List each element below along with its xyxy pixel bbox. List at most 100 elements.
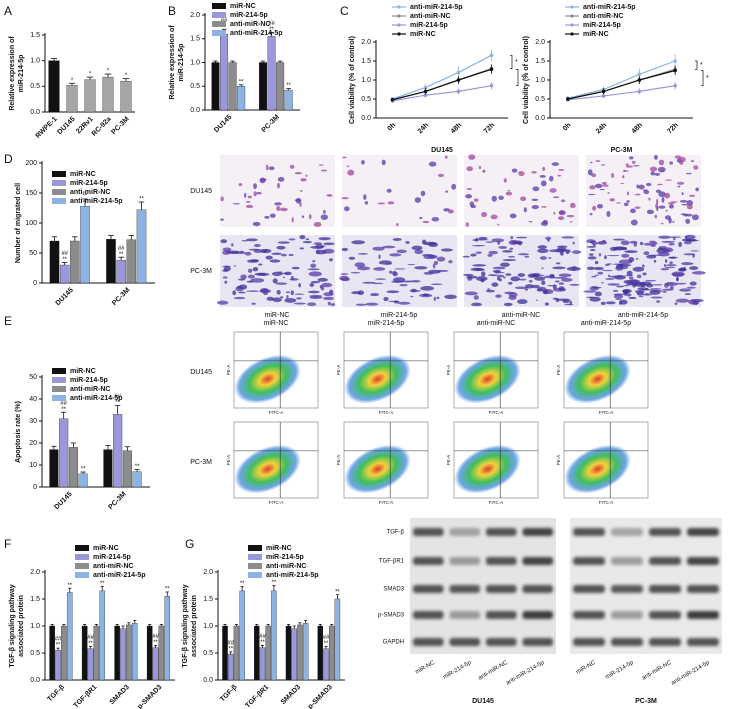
band xyxy=(649,638,681,646)
legend-swatch xyxy=(52,386,66,392)
cell xyxy=(652,241,658,245)
legend-swatch xyxy=(570,23,574,27)
cell xyxy=(272,297,282,303)
cell xyxy=(300,190,303,192)
cell xyxy=(244,251,252,256)
bar xyxy=(61,625,67,681)
cell xyxy=(684,293,691,296)
legend-label: anti-miR-214-5p xyxy=(70,395,123,402)
event-cloud xyxy=(564,354,631,404)
significance-marker: ** xyxy=(260,640,265,646)
cell xyxy=(377,202,386,205)
cell xyxy=(552,297,559,300)
cell xyxy=(613,294,624,299)
cell xyxy=(557,298,571,301)
cell xyxy=(606,254,620,257)
cell xyxy=(572,250,582,254)
cell xyxy=(411,245,423,251)
legend-label: miR-NC xyxy=(230,3,256,10)
cell xyxy=(616,202,621,204)
cell xyxy=(643,251,650,256)
cell xyxy=(465,222,469,227)
cell xyxy=(485,241,494,243)
legend-label: anti-miR-214-5p xyxy=(410,4,463,11)
y-tick-label: 1.5 xyxy=(30,32,40,39)
legend-label: miR-NC xyxy=(410,31,436,38)
cell xyxy=(606,210,611,218)
cell xyxy=(494,271,505,274)
cell xyxy=(658,235,671,239)
point xyxy=(601,89,606,94)
legend-swatch xyxy=(212,3,226,9)
x-tick-label: TGF-βR1 xyxy=(73,684,99,709)
legend-label: anti-miR-214-5p xyxy=(70,198,123,205)
cell xyxy=(320,214,328,220)
cell xyxy=(656,300,660,303)
cell xyxy=(247,274,255,279)
bar xyxy=(49,449,59,488)
bar xyxy=(284,89,293,111)
cell xyxy=(246,238,258,242)
band xyxy=(412,528,444,536)
x-axis-title: DU145 xyxy=(431,147,453,154)
y-axis-title: associated protein xyxy=(191,595,198,657)
cell xyxy=(592,205,597,211)
band xyxy=(687,611,719,619)
cell xyxy=(523,207,527,213)
micrograph-bg xyxy=(342,155,457,227)
cell xyxy=(553,277,568,279)
cell xyxy=(507,189,511,192)
cell xyxy=(465,194,473,199)
band xyxy=(611,611,643,619)
cell xyxy=(686,172,692,175)
y-tick-label: 1.5 xyxy=(361,58,371,65)
cell xyxy=(511,168,518,173)
significance-marker: * xyxy=(89,72,92,78)
y-tick-label: 0.0 xyxy=(535,115,545,122)
cell xyxy=(310,263,317,268)
cell xyxy=(684,235,688,241)
cell xyxy=(290,275,294,281)
cell xyxy=(510,235,514,240)
cell xyxy=(411,279,421,283)
cell xyxy=(661,247,674,253)
cell xyxy=(264,215,270,219)
group-label: PC-3M xyxy=(635,698,657,705)
cell xyxy=(276,289,281,295)
legend-label: anti-miR-NC xyxy=(266,563,306,570)
cell xyxy=(654,154,658,160)
y-tick-label: 50 xyxy=(29,374,37,381)
cell xyxy=(378,254,381,259)
cell xyxy=(650,289,664,292)
cell xyxy=(436,256,446,262)
cell xyxy=(669,161,674,165)
cell xyxy=(561,236,575,239)
cell xyxy=(622,170,629,172)
cell xyxy=(633,241,638,247)
cell xyxy=(677,185,681,188)
bar xyxy=(81,625,88,681)
y-tick-label: 2.0 xyxy=(535,39,545,46)
band xyxy=(611,585,643,593)
cell xyxy=(558,286,565,291)
cell xyxy=(468,154,476,160)
cell xyxy=(253,183,257,190)
cell xyxy=(348,256,356,260)
legend-label: anti-miR-NC xyxy=(410,13,450,20)
significance-marker: ## xyxy=(55,637,62,643)
cell xyxy=(551,162,560,166)
cell xyxy=(569,202,576,208)
bar xyxy=(222,625,228,681)
cell xyxy=(627,191,630,196)
cell xyxy=(537,274,545,277)
cell xyxy=(231,243,234,247)
cell xyxy=(491,195,497,202)
cell xyxy=(514,286,529,290)
bar xyxy=(126,624,132,681)
point xyxy=(637,72,642,77)
cell xyxy=(612,289,619,292)
axis-title: PE-A xyxy=(556,365,561,376)
cell xyxy=(681,192,684,196)
legend-swatch xyxy=(397,14,401,18)
